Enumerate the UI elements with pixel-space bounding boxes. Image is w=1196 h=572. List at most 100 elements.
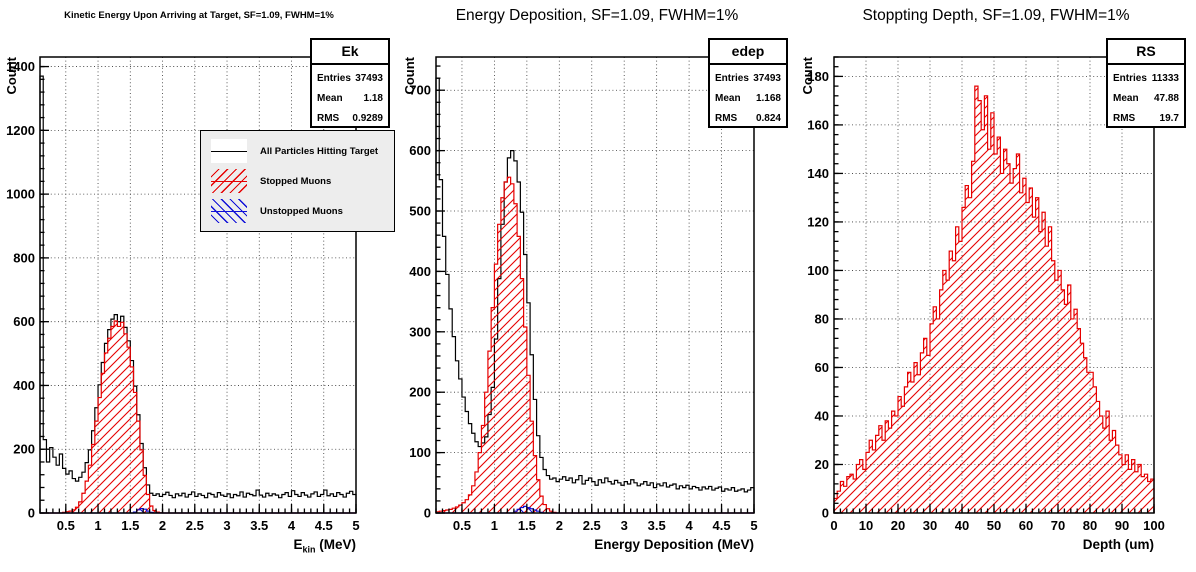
svg-text:90: 90	[1115, 518, 1129, 533]
stats-rms-value: 0.824	[755, 112, 781, 124]
svg-text:700: 700	[409, 83, 431, 98]
svg-text:40: 40	[815, 408, 829, 423]
svg-text:3.5: 3.5	[648, 518, 666, 533]
svg-text:0: 0	[424, 506, 431, 521]
svg-text:1: 1	[491, 518, 498, 533]
svg-text:800: 800	[13, 250, 35, 265]
stats-row-mean: Mean 47.88	[1113, 88, 1179, 108]
svg-text:80: 80	[815, 311, 829, 326]
svg-text:2: 2	[159, 518, 166, 533]
svg-text:5: 5	[750, 518, 757, 533]
svg-text:200: 200	[409, 385, 431, 400]
svg-text:120: 120	[807, 214, 829, 229]
svg-text:1200: 1200	[6, 123, 35, 138]
svg-text:600: 600	[409, 143, 431, 158]
svg-text:60: 60	[1019, 518, 1033, 533]
stats-row-rms: RMS 0.9289	[317, 108, 383, 128]
panel-energy-deposition: Energy Deposition, SF=1.09, FWHM=1% Coun…	[398, 0, 796, 572]
stats-rms-label: RMS	[715, 112, 738, 124]
svg-text:1: 1	[94, 518, 101, 533]
stats-entries-value: 37493	[753, 72, 781, 84]
svg-text:180: 180	[807, 69, 829, 84]
stats-box-edep: edep Entries 37493 Mean 1.168 RMS 0.824	[708, 38, 788, 128]
x-axis-label-unit: (MeV)	[315, 537, 356, 552]
legend: All Particles Hitting Target Stopped Muo…	[200, 130, 395, 232]
stats-box-title: RS	[1108, 40, 1184, 65]
energy-deposition-plot: 0.5 1 1.5 2 2.5 3 3.5 4 4.5 5 0 100 200 300 400 500 600 7…	[409, 56, 758, 533]
legend-item-unstopped-muons: Unstopped Muons	[211, 199, 394, 223]
stats-entries-value: 11333	[1151, 72, 1179, 84]
svg-text:100: 100	[409, 445, 431, 460]
stats-box-title: Ek	[312, 40, 388, 65]
stopping-depth-plot: 0 10 20 30 40 50 60 70 80 90 100 0 20 40 60 80 100 120 140…	[807, 56, 1165, 533]
panel-kinetic-energy: Kinetic Energy Upon Arriving at Target, …	[0, 0, 398, 572]
svg-text:0: 0	[830, 518, 837, 533]
x-axis-label: Energy Deposition (MeV)	[594, 537, 754, 552]
stats-mean-value: 1.18	[363, 92, 383, 104]
svg-text:140: 140	[807, 166, 829, 181]
legend-swatch-black-line	[211, 139, 247, 163]
stats-rows: Entries 37493 Mean 1.168 RMS 0.824	[710, 65, 786, 128]
svg-text:2.5: 2.5	[186, 518, 204, 533]
stats-entries-label: Entries	[1113, 72, 1147, 84]
stats-mean-label: Mean	[317, 92, 343, 104]
stats-rms-label: RMS	[317, 112, 340, 124]
svg-text:100: 100	[807, 263, 829, 278]
svg-text:0.5: 0.5	[57, 518, 75, 533]
stats-rows: Entries 11333 Mean 47.88 RMS 19.7	[1108, 65, 1184, 128]
svg-text:40: 40	[955, 518, 969, 533]
stats-entries-label: Entries	[715, 72, 749, 84]
svg-text:1.5: 1.5	[518, 518, 536, 533]
stats-entries-label: Entries	[317, 72, 351, 84]
panel-title: Stoppting Depth, SF=1.09, FWHM=1%	[862, 7, 1130, 24]
stats-mean-value: 1.168	[755, 92, 781, 104]
legend-label: Stopped Muons	[260, 175, 332, 187]
svg-text:400: 400	[409, 264, 431, 279]
stats-rms-value: 19.7	[1159, 112, 1179, 124]
svg-text:4: 4	[685, 518, 693, 533]
stats-rms-label: RMS	[1113, 112, 1136, 124]
svg-text:0: 0	[28, 506, 35, 521]
svg-text:5: 5	[352, 518, 359, 533]
svg-text:70: 70	[1051, 518, 1065, 533]
svg-text:80: 80	[1083, 518, 1097, 533]
svg-text:4.5: 4.5	[315, 518, 333, 533]
stats-rows: Entries 37493 Mean 1.18 RMS 0.9289	[312, 65, 388, 128]
svg-text:4: 4	[288, 518, 296, 533]
svg-text:0.5: 0.5	[453, 518, 471, 533]
panel-stopping-depth: Stoppting Depth, SF=1.09, FWHM=1% Count …	[796, 0, 1196, 572]
stats-row-rms: RMS 19.7	[1113, 108, 1179, 128]
stats-row-entries: Entries 37493	[715, 68, 781, 88]
svg-text:3.5: 3.5	[250, 518, 268, 533]
svg-text:1000: 1000	[6, 187, 35, 202]
stats-box-title: edep	[710, 40, 786, 65]
svg-text:1.5: 1.5	[121, 518, 139, 533]
x-axis-label-main: E	[293, 537, 303, 552]
stats-row-rms: RMS 0.824	[715, 108, 781, 128]
svg-text:100: 100	[1143, 518, 1165, 533]
legend-swatch-red-hatch	[211, 169, 247, 193]
stats-mean-value: 47.88	[1153, 92, 1179, 104]
svg-text:10: 10	[859, 518, 873, 533]
x-axis-label: Depth (um)	[1082, 537, 1154, 552]
stats-row-mean: Mean 1.18	[317, 88, 383, 108]
svg-text:400: 400	[13, 378, 35, 393]
svg-text:4.5: 4.5	[713, 518, 731, 533]
x-axis-label-sub: kin	[302, 544, 316, 555]
legend-swatch-blue-hatch	[211, 199, 247, 223]
panel-title: Kinetic Energy Upon Arriving at Target, …	[64, 10, 334, 21]
stats-mean-label: Mean	[715, 92, 741, 104]
stats-row-entries: Entries 11333	[1113, 68, 1179, 88]
svg-text:20: 20	[891, 518, 905, 533]
svg-text:600: 600	[13, 314, 35, 329]
svg-text:2: 2	[556, 518, 563, 533]
svg-text:20: 20	[815, 457, 829, 472]
svg-text:2.5: 2.5	[583, 518, 601, 533]
svg-text:500: 500	[409, 204, 431, 219]
svg-text:3: 3	[621, 518, 628, 533]
svg-text:60: 60	[815, 360, 829, 375]
stats-box-rs: RS Entries 11333 Mean 47.88 RMS 19.7	[1106, 38, 1186, 128]
stats-mean-label: Mean	[1113, 92, 1139, 104]
legend-item-stopped-muons: Stopped Muons	[211, 169, 394, 193]
